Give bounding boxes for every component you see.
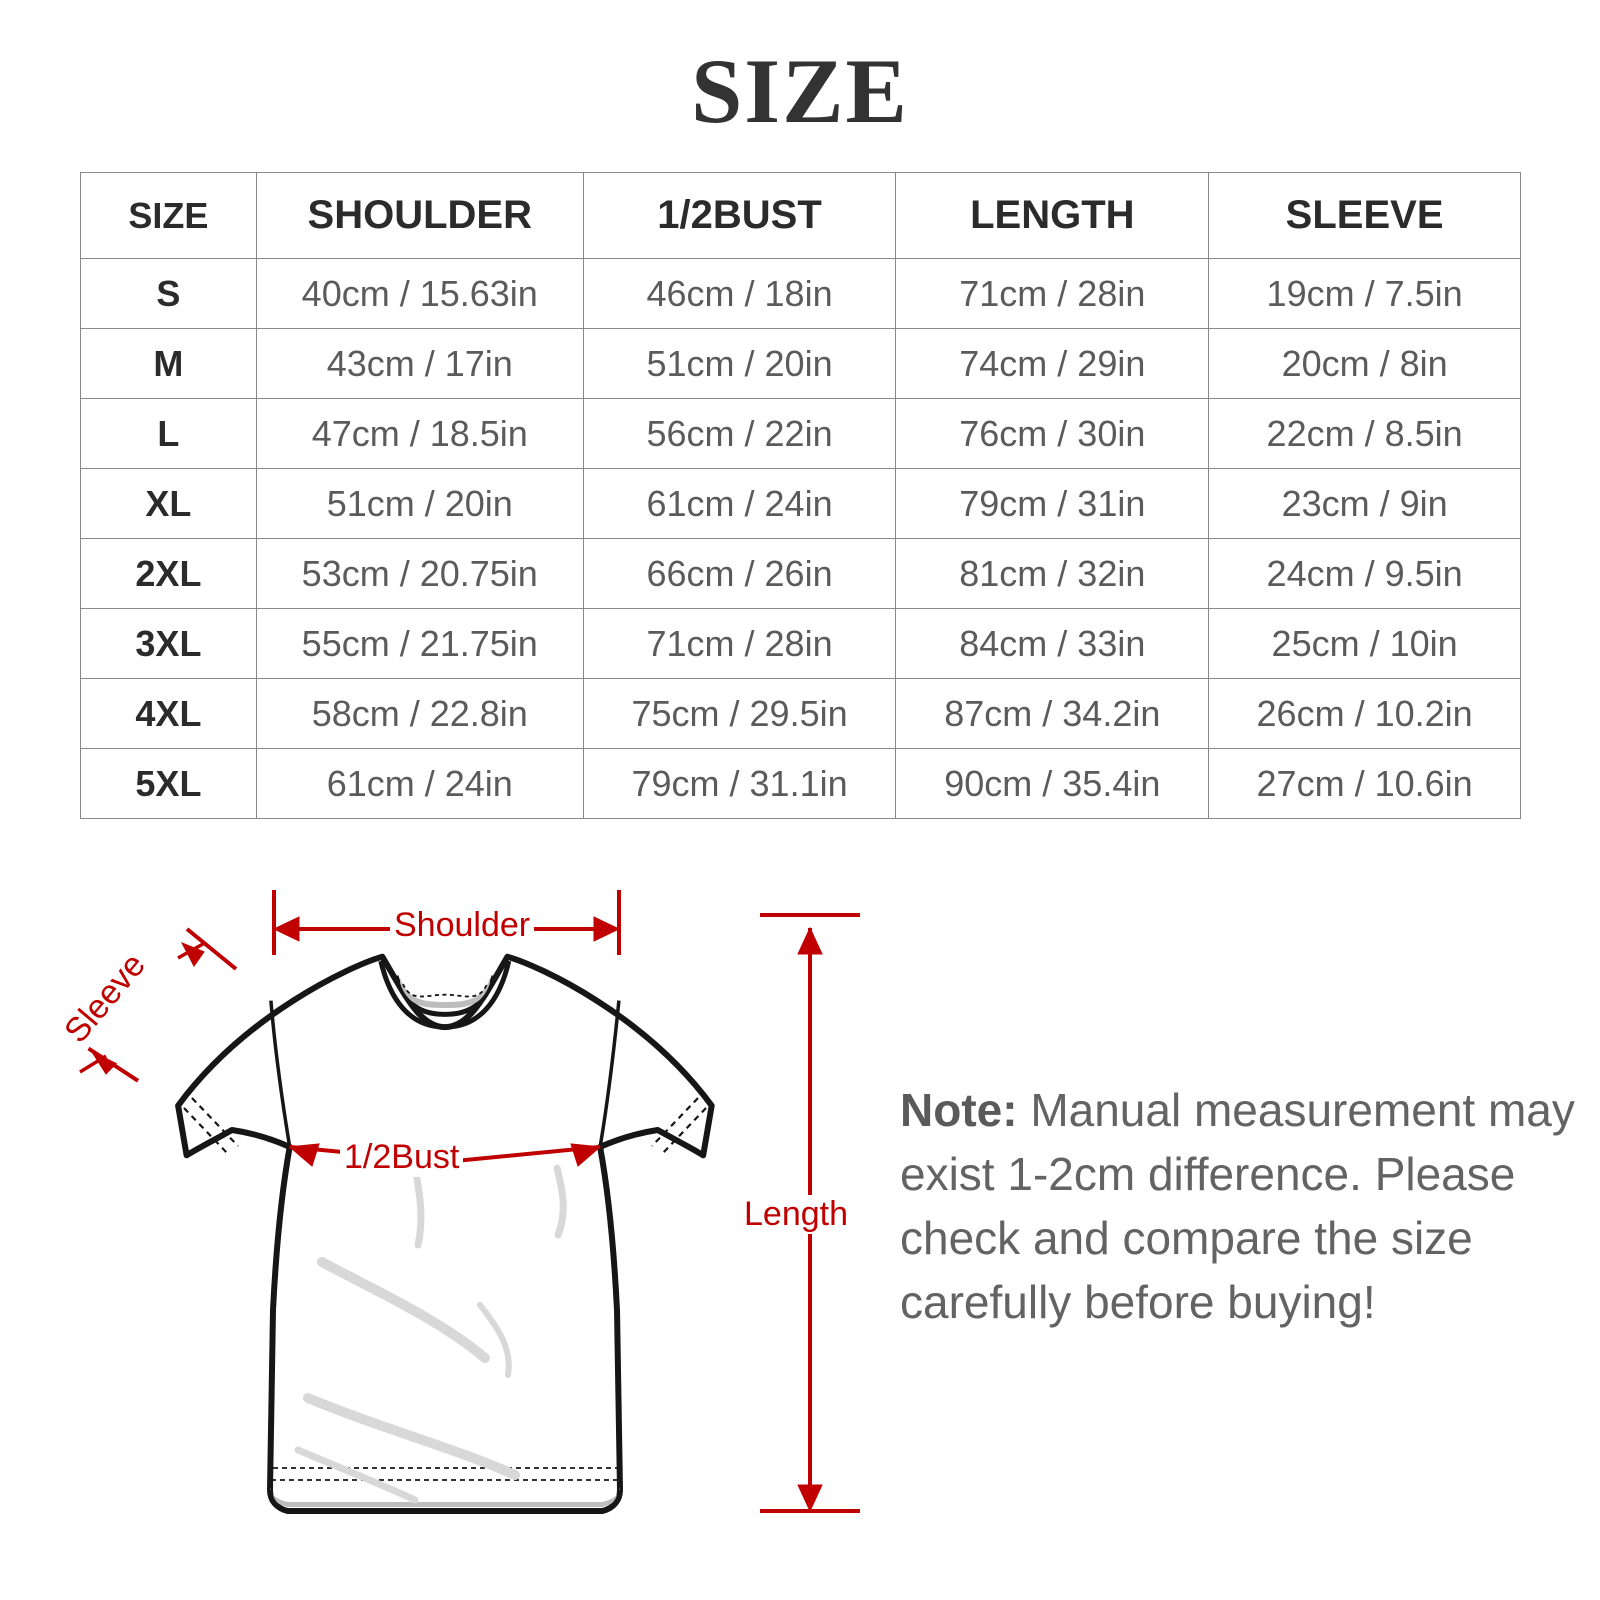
svg-text:Sleeve: Sleeve	[57, 946, 153, 1050]
